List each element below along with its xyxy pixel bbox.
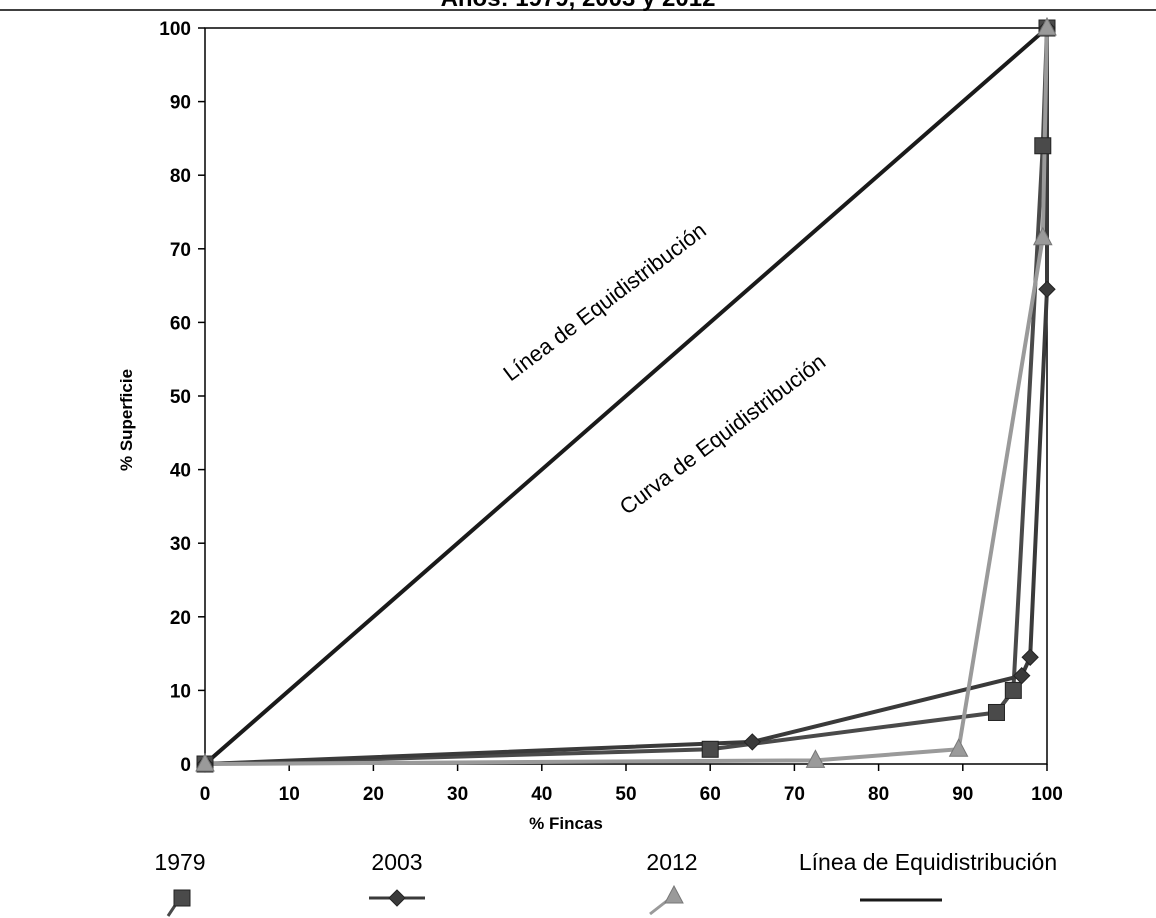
y-tick-label: 50 [170,387,191,408]
data-point-2003 [1038,280,1056,298]
data-point-1979 [1004,681,1022,699]
data-point-2003 [1021,648,1039,666]
annotation-2: Curva de Equidistribución [615,349,830,520]
y-tick-label: 10 [170,681,191,702]
x-tick-label: 20 [363,784,384,805]
y-tick-label: 60 [170,313,191,334]
x-tick-label: 40 [531,784,552,805]
annotation-1: Línea de Equidistribución [498,217,710,386]
y-tick-label: 0 [180,755,191,776]
x-tick-label: 0 [200,784,211,805]
data-point-2003 [1013,666,1031,685]
y-axis-label: % Superficie [117,369,136,471]
x-axis-label: % Fincas [529,814,603,833]
legend-swatch-marker [173,889,191,907]
data-point-2012 [948,738,969,757]
x-tick-label: 100 [1031,784,1063,805]
data-point-1979 [1034,137,1052,155]
plot-area: 0 10 20 30 40 50 60 70 80 90 100 0 10 20 30 40 50 60 70 80 9… [159,16,1063,805]
legend-swatch-marker [664,884,684,904]
data-point-1979 [701,740,719,758]
legend-label-1: 1979 [154,849,205,875]
y-tick-label: 100 [159,19,191,40]
x-tick-label: 90 [952,784,973,805]
y-tick-label: 80 [170,166,191,187]
legend-label-3: 2012 [646,849,697,875]
chart-legend: 1979 2003 2012 Línea de Equidistribución [154,849,1057,917]
series-line-2003 [204,28,1049,766]
x-tick-label: 80 [868,784,889,805]
y-tick-label: 20 [170,608,191,629]
data-point-2012 [805,749,826,768]
chart-title: Años: 1979, 2003 y 2012 [441,0,716,12]
y-tick-label: 70 [170,240,191,261]
data-point-2003 [743,733,762,751]
y-tick-label: 90 [170,93,191,114]
legend-label-4: Línea de Equidistribución [799,849,1057,875]
data-point-1979 [987,703,1005,721]
x-tick-label: 30 [447,784,468,805]
x-tick-label: 50 [615,784,636,805]
y-tick-label: 30 [170,534,191,555]
series-line-l-nea-de-equidistribuci-n [203,26,1049,766]
legend-label-2: 2003 [371,849,422,875]
x-tick-label: 70 [784,784,805,805]
data-point-2012 [1032,226,1053,246]
data-point-2012 [1037,16,1057,36]
legend-swatch-marker [388,889,406,907]
data-point-2012 [195,752,215,772]
x-tick-label: 10 [279,784,300,805]
x-tick-label: 60 [700,784,721,805]
y-tick-label: 40 [170,461,191,482]
